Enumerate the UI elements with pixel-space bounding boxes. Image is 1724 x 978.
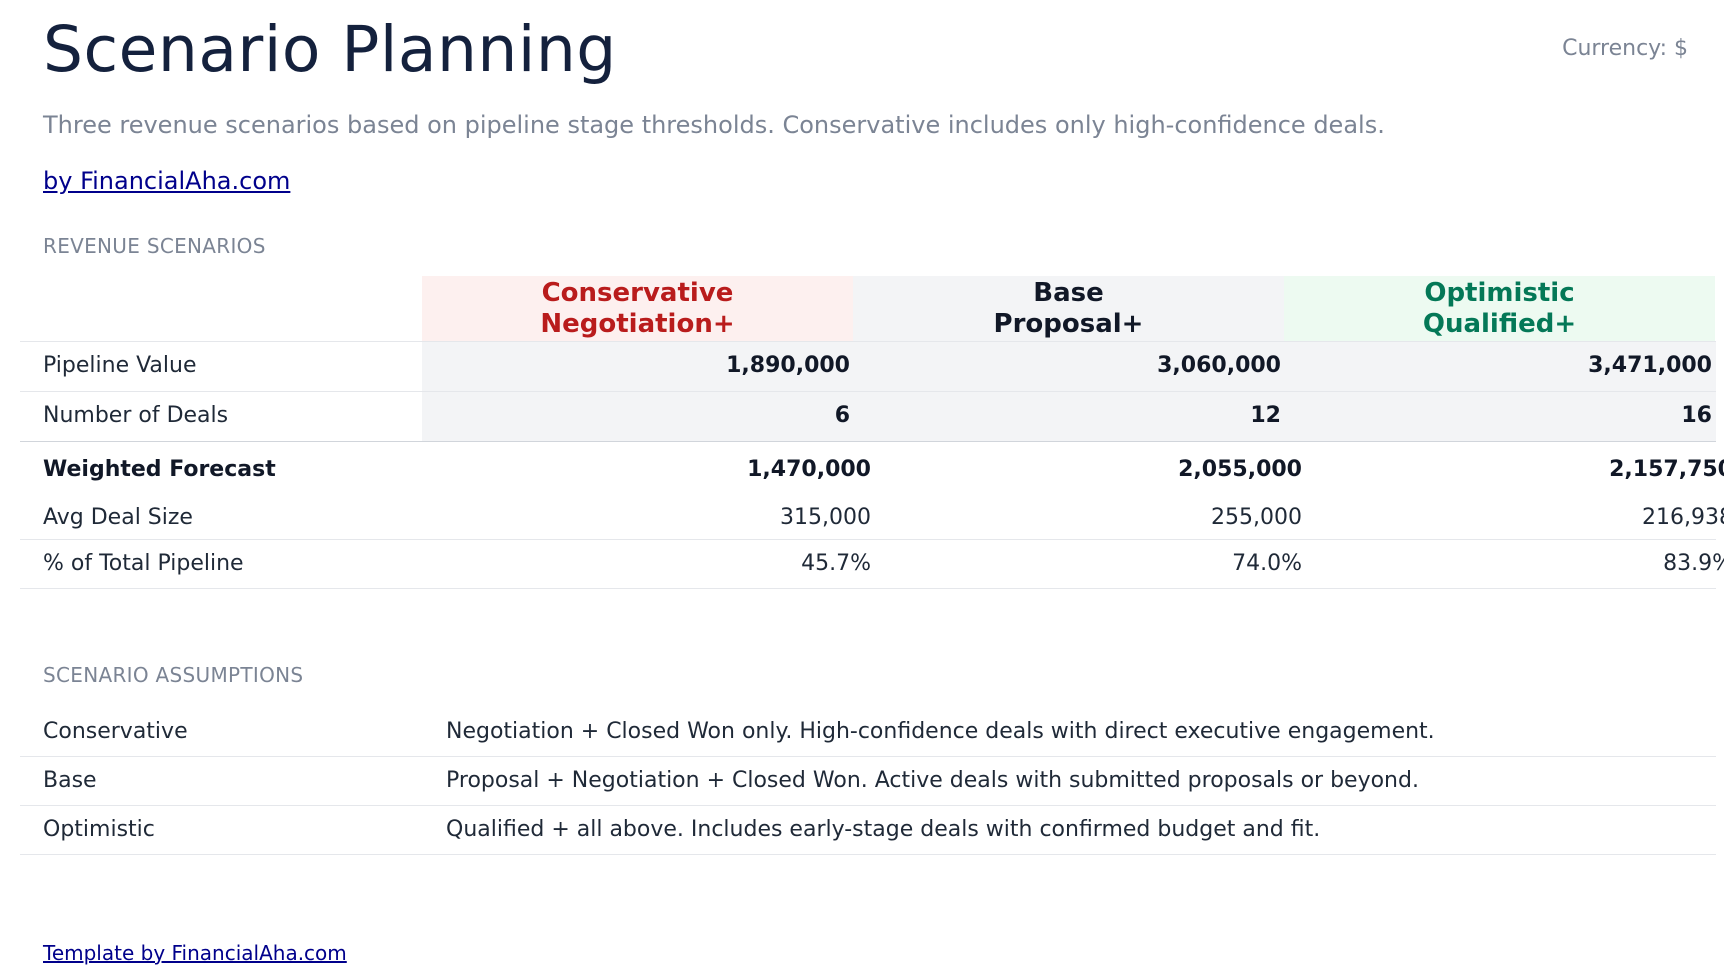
cell-base: 3,060,000 (1157, 353, 1281, 378)
assumption-description: Proposal + Negotiation + Closed Won. Act… (446, 768, 1419, 793)
assumption-name: Conservative (43, 719, 188, 744)
cell-optimistic: 3,471,000 (1588, 353, 1712, 378)
byline-link[interactable]: by FinancialAha.com (43, 167, 291, 195)
assumption-row-conservative: Conservative Negotiation + Closed Won on… (20, 708, 1716, 757)
cell-conservative: 45.7% (801, 551, 871, 576)
cell-base: 255,000 (1211, 505, 1302, 530)
row-label: Weighted Forecast (43, 457, 276, 482)
column-stage: Proposal+ (993, 309, 1144, 339)
column-header-optimistic: Optimistic Qualified+ (1284, 276, 1715, 341)
row-label: Number of Deals (43, 403, 229, 428)
cell-conservative: 315,000 (780, 505, 871, 530)
table-row-number-of-deals: Number of Deals 6 12 16 (20, 392, 1716, 442)
cell-optimistic: 83.9% (1663, 551, 1724, 576)
assumption-row-base: Base Proposal + Negotiation + Closed Won… (20, 757, 1716, 806)
page-subtitle: Three revenue scenarios based on pipelin… (43, 111, 1385, 139)
footer-link[interactable]: Template by FinancialAha.com (43, 941, 347, 965)
table-row-pct-total-pipeline: % of Total Pipeline 45.7% 74.0% 83.9% (20, 540, 1724, 589)
currency-label: Currency: $ (1562, 36, 1688, 61)
cell-optimistic: 16 (1681, 403, 1712, 428)
revenue-section-label: REVENUE SCENARIOS (43, 234, 266, 258)
row-label: % of Total Pipeline (43, 551, 244, 576)
cell-conservative: 1,470,000 (747, 457, 871, 482)
assumption-name: Optimistic (43, 817, 155, 842)
assumption-description: Qualified + all above. Includes early-st… (446, 817, 1321, 842)
row-label: Avg Deal Size (43, 505, 193, 530)
column-header-conservative: Conservative Negotiation+ (422, 276, 853, 341)
assumptions-section-label: SCENARIO ASSUMPTIONS (43, 663, 304, 687)
assumption-description: Negotiation + Closed Won only. High-conf… (446, 719, 1435, 744)
cell-base: 12 (1250, 403, 1281, 428)
table-row-weighted-forecast: Weighted Forecast 1,470,000 2,055,000 2,… (20, 442, 1724, 495)
cell-base: 2,055,000 (1178, 457, 1302, 482)
column-name: Base (1033, 278, 1104, 308)
table-row-pipeline-value: Pipeline Value 1,890,000 3,060,000 3,471… (20, 342, 1716, 392)
cell-conservative: 1,890,000 (726, 353, 850, 378)
table-row-avg-deal-size: Avg Deal Size 315,000 255,000 216,938 (20, 495, 1724, 540)
cell-conservative: 6 (834, 403, 850, 428)
revenue-scenarios-table: Conservative Negotiation+ Base Proposal+… (20, 276, 1724, 589)
page-title: Scenario Planning (43, 13, 617, 86)
column-name: Conservative (541, 278, 734, 308)
assumption-name: Base (43, 768, 97, 793)
column-name: Optimistic (1424, 278, 1575, 308)
cell-base: 74.0% (1232, 551, 1302, 576)
cell-optimistic: 2,157,750 (1609, 457, 1724, 482)
column-stage: Negotiation+ (540, 309, 735, 339)
column-stage: Qualified+ (1422, 309, 1577, 339)
column-header-base: Base Proposal+ (853, 276, 1284, 341)
row-highlight (422, 342, 1716, 391)
cell-optimistic: 216,938 (1642, 505, 1724, 530)
table-header-row: Conservative Negotiation+ Base Proposal+… (20, 276, 1716, 342)
assumption-row-optimistic: Optimistic Qualified + all above. Includ… (20, 806, 1716, 855)
scenario-assumptions-table: Conservative Negotiation + Closed Won on… (20, 708, 1716, 855)
row-label: Pipeline Value (43, 353, 197, 378)
row-highlight (422, 392, 1716, 441)
